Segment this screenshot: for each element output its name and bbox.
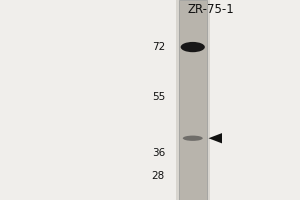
Text: 36: 36 xyxy=(152,148,165,158)
Bar xyxy=(178,0,207,200)
Bar xyxy=(176,0,210,200)
Text: 55: 55 xyxy=(152,92,165,102)
Text: 28: 28 xyxy=(152,171,165,181)
Ellipse shape xyxy=(183,136,203,141)
Text: 72: 72 xyxy=(152,42,165,52)
Ellipse shape xyxy=(181,42,205,52)
Polygon shape xyxy=(208,133,222,143)
Text: ZR-75-1: ZR-75-1 xyxy=(188,3,234,16)
